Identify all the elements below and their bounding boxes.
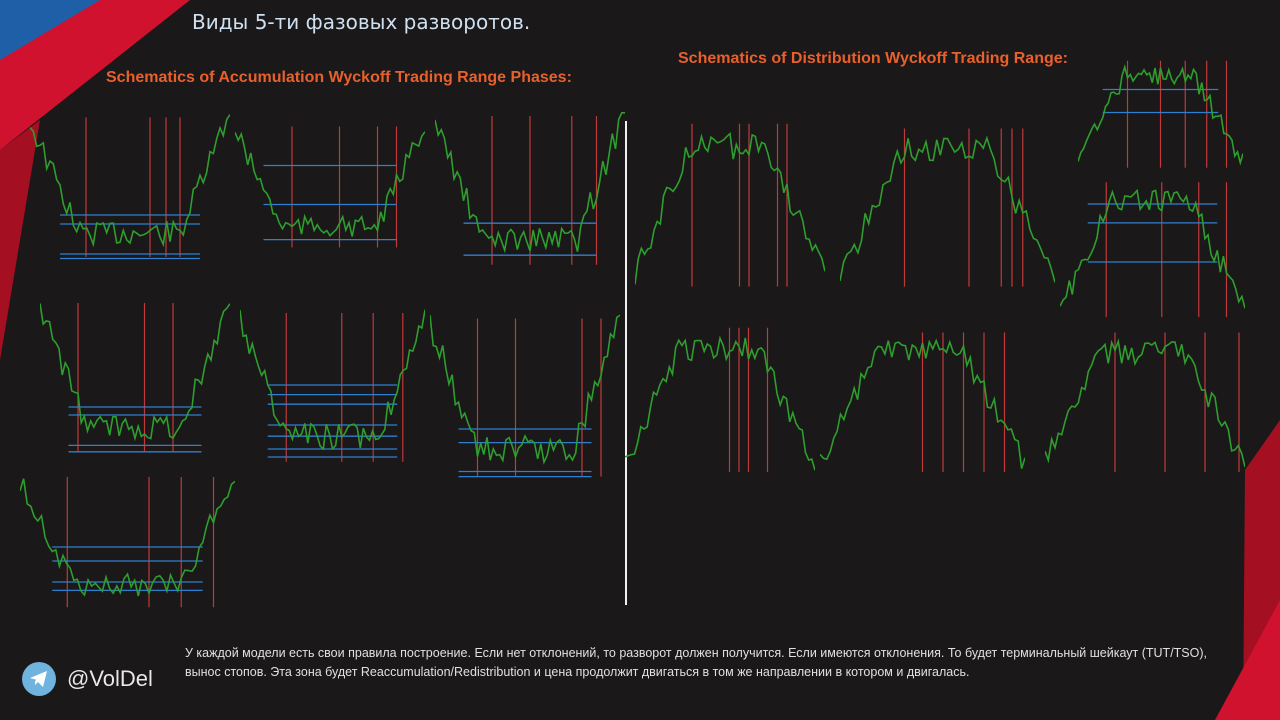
price-path-line [240, 309, 425, 451]
price-path-line [20, 478, 235, 597]
schematic-panel [635, 123, 825, 287]
accumulation-header: Schematics of Accumulation Wyckoff Tradi… [106, 69, 572, 86]
price-path-line [430, 314, 620, 465]
schematic-panel [20, 477, 235, 608]
schematic-panel [1045, 332, 1245, 472]
price-path-line [30, 114, 230, 248]
schematic-panel [840, 128, 1055, 287]
author-handle[interactable]: @VolDel [67, 666, 153, 691]
schematic-panel [430, 314, 620, 478]
price-path-line [1045, 338, 1245, 468]
telegram-icon[interactable] [22, 662, 56, 696]
footer-note: У каждой модели есть свои правила постро… [185, 646, 1207, 679]
price-path-line [1060, 188, 1245, 309]
schematic-panel [1060, 182, 1245, 318]
price-path-line [435, 112, 625, 254]
schematic-panel [240, 309, 425, 462]
schematic-panel [30, 114, 230, 260]
distribution-header: Schematics of Distribution Wyckoff Tradi… [678, 50, 1068, 67]
paper-plane-icon [30, 671, 47, 687]
schematic-panel [820, 332, 1025, 472]
top-left-red-corner [0, 0, 190, 150]
page-title: Виды 5-ти фазовых разворотов. [192, 10, 531, 34]
schematic-panel [235, 126, 425, 248]
price-path-line [635, 131, 825, 285]
price-path-line [820, 338, 1025, 469]
bottom-right-bright-corner [1215, 600, 1280, 720]
price-path-line [1078, 64, 1243, 166]
price-path-line [40, 303, 230, 442]
schematic-panel [435, 112, 625, 265]
price-path-line [235, 131, 425, 237]
schematic-panel [625, 327, 815, 472]
schematic-panel [40, 303, 230, 453]
schematic-panel [1078, 60, 1243, 168]
left-red-wedge [0, 120, 40, 360]
price-path-line [625, 335, 815, 471]
section-divider [625, 121, 627, 605]
price-path-line [840, 135, 1055, 283]
